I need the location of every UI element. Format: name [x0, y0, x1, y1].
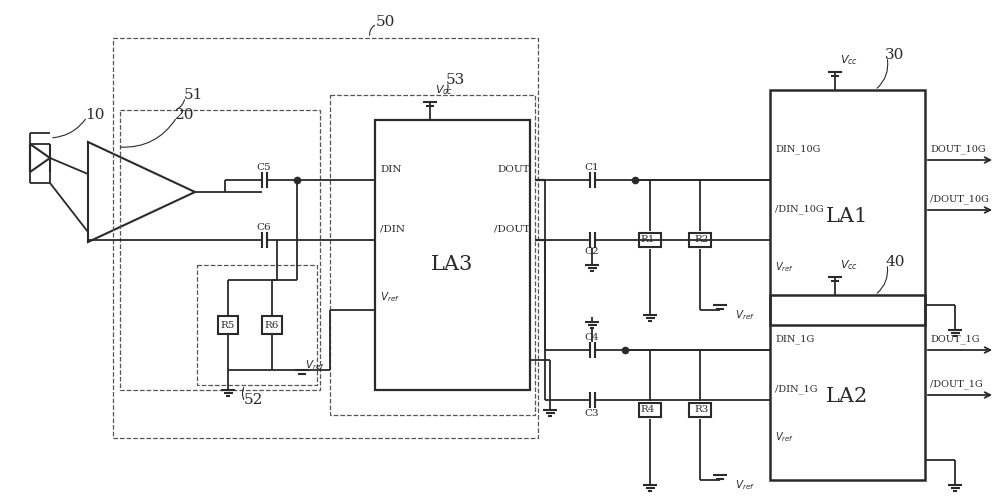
Bar [218, 316, 238, 334]
Text: 53: 53 [445, 73, 465, 87]
Bar [689, 403, 711, 417]
Text: DIN: DIN [380, 165, 402, 174]
Bar [113, 38, 538, 438]
Text: DOUT_10G: DOUT_10G [930, 144, 986, 154]
Text: /DIN_1G: /DIN_1G [775, 385, 818, 394]
Text: $V_{ref}$: $V_{ref}$ [775, 260, 794, 274]
Text: C1: C1 [585, 162, 599, 171]
Text: $V_{cc}$: $V_{cc}$ [840, 53, 858, 67]
Text: 52: 52 [243, 393, 263, 407]
Text: C5: C5 [257, 162, 271, 171]
Text: $V_{ref}$: $V_{ref}$ [305, 358, 325, 372]
Text: R4: R4 [641, 406, 655, 414]
Bar [262, 316, 282, 334]
Text: DIN_10G: DIN_10G [775, 144, 820, 154]
Text: DOUT_1G: DOUT_1G [930, 334, 980, 344]
Bar [689, 233, 711, 247]
Text: C3: C3 [585, 409, 599, 417]
Text: /DIN: /DIN [380, 225, 405, 234]
Text: /DOUT: /DOUT [494, 225, 530, 234]
Text: DIN_1G: DIN_1G [775, 334, 814, 344]
Text: LA1: LA1 [826, 208, 868, 226]
Bar [639, 403, 661, 417]
Text: 20: 20 [175, 108, 195, 122]
Text: C4: C4 [585, 333, 599, 342]
Text: /DOUT_10G: /DOUT_10G [930, 195, 989, 204]
Bar [639, 233, 661, 247]
Bar [197, 265, 317, 385]
Text: /DOUT_1G: /DOUT_1G [930, 380, 983, 389]
Bar [375, 120, 530, 390]
Text: $V_{cc}$: $V_{cc}$ [435, 83, 453, 97]
Text: 30: 30 [885, 48, 905, 62]
Text: 40: 40 [885, 255, 905, 269]
Text: 10: 10 [85, 108, 105, 122]
Text: 50: 50 [375, 15, 395, 29]
Bar [770, 90, 925, 325]
Text: C6: C6 [257, 222, 271, 231]
Text: R1: R1 [641, 235, 655, 244]
Text: R6: R6 [265, 321, 279, 330]
Text: C2: C2 [585, 247, 599, 257]
Text: $V_{ref}$: $V_{ref}$ [775, 430, 794, 444]
Text: LA3: LA3 [431, 256, 473, 275]
Bar [120, 110, 320, 390]
Text: 51: 51 [183, 88, 203, 102]
Text: R3: R3 [695, 406, 709, 414]
Text: $V_{cc}$: $V_{cc}$ [840, 258, 858, 272]
Text: $V_{ref}$: $V_{ref}$ [380, 290, 400, 304]
Text: R2: R2 [695, 235, 709, 244]
Text: R5: R5 [221, 321, 235, 330]
Text: LA2: LA2 [826, 388, 868, 407]
Text: $V_{ref}$: $V_{ref}$ [735, 308, 755, 322]
Text: DOUT: DOUT [497, 165, 530, 174]
Text: $V_{ref}$: $V_{ref}$ [735, 478, 755, 492]
Bar [770, 295, 925, 480]
Bar [330, 95, 535, 415]
Text: /DIN_10G: /DIN_10G [775, 204, 824, 214]
